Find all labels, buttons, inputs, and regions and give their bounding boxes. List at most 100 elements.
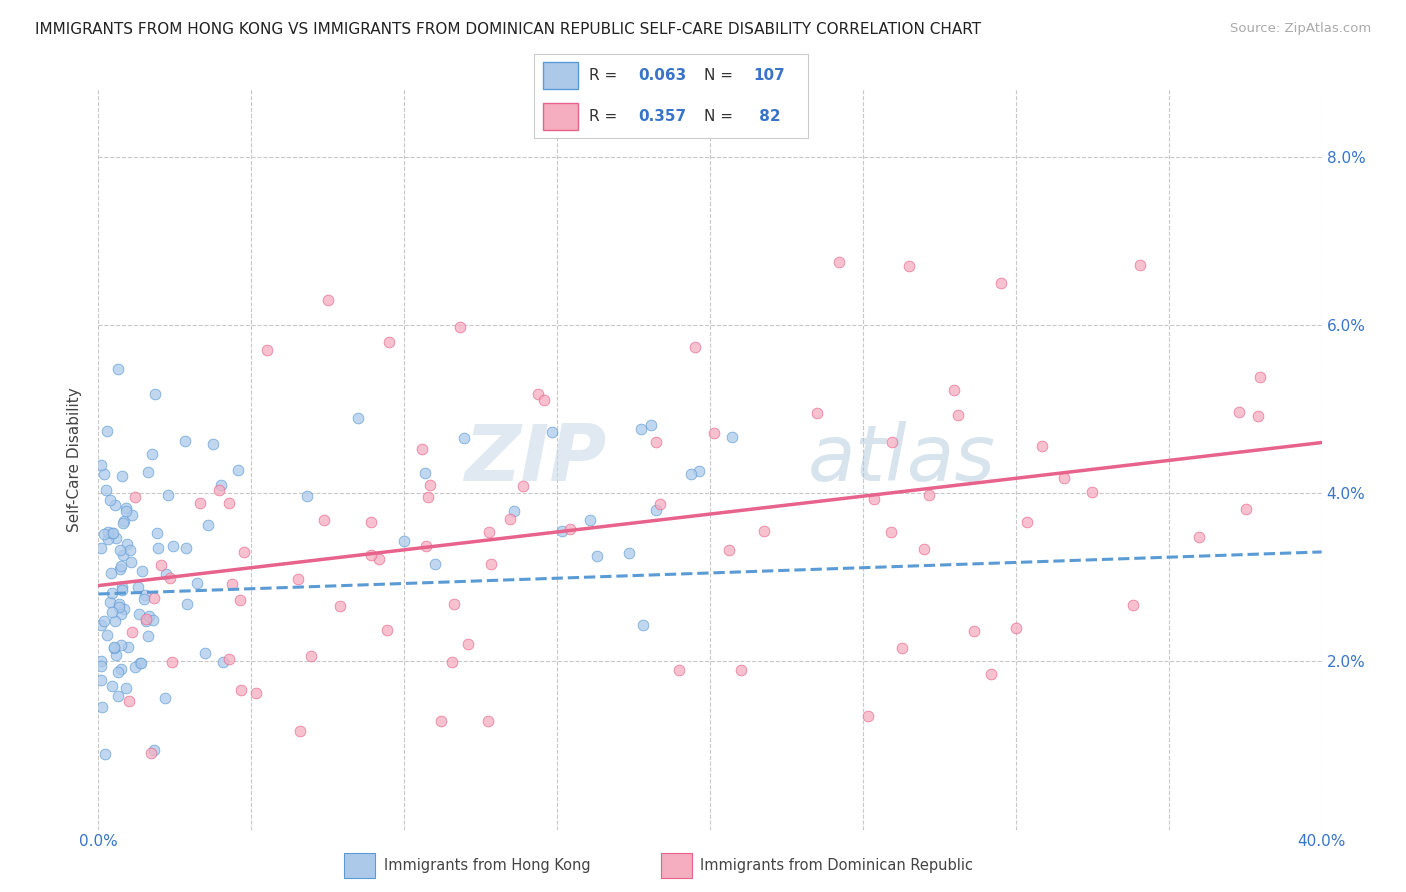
- Point: [423, 557, 446, 571]
- Point: [128, 607, 150, 622]
- Point: [97, 532, 120, 546]
- Point: [139, 746, 162, 760]
- Point: [1227, 405, 1250, 419]
- Point: [176, 597, 198, 611]
- Point: [90, 653, 112, 667]
- Point: [256, 343, 278, 357]
- Point: [1247, 409, 1270, 423]
- Point: [551, 524, 574, 539]
- Point: [943, 383, 966, 397]
- Point: [91, 700, 114, 714]
- Point: [90, 617, 112, 632]
- Text: N =: N =: [704, 109, 738, 124]
- Point: [141, 446, 163, 460]
- Point: [946, 409, 969, 423]
- Point: [440, 655, 463, 669]
- Point: [1129, 258, 1152, 272]
- Point: [477, 714, 499, 728]
- Point: [392, 533, 415, 548]
- Text: ZIP: ZIP: [464, 421, 606, 498]
- Point: [115, 537, 138, 551]
- Point: [585, 549, 607, 563]
- Point: [111, 516, 134, 530]
- Point: [828, 255, 851, 269]
- Point: [228, 462, 250, 476]
- Point: [90, 541, 112, 555]
- Point: [578, 513, 600, 527]
- Point: [688, 464, 710, 478]
- Point: [134, 588, 156, 602]
- Point: [129, 656, 152, 670]
- Point: [503, 503, 526, 517]
- Point: [218, 652, 240, 666]
- Point: [98, 493, 121, 508]
- Point: [121, 508, 143, 522]
- Point: [1053, 471, 1076, 485]
- Point: [752, 524, 775, 538]
- Point: [93, 614, 115, 628]
- Point: [360, 516, 382, 530]
- FancyBboxPatch shape: [543, 103, 578, 130]
- Point: [124, 660, 146, 674]
- Point: [360, 548, 382, 562]
- Text: atlas: atlas: [808, 421, 995, 498]
- Point: [142, 613, 165, 627]
- Point: [156, 488, 179, 502]
- Point: [111, 582, 134, 597]
- Point: [418, 491, 440, 505]
- Point: [146, 526, 169, 541]
- Point: [100, 566, 122, 580]
- Point: [110, 581, 132, 595]
- Point: [127, 580, 149, 594]
- Point: [96, 425, 118, 439]
- Point: [207, 483, 229, 497]
- Point: [299, 648, 322, 663]
- Point: [114, 681, 136, 695]
- Point: [132, 592, 155, 607]
- Text: Immigrants from Hong Kong: Immigrants from Hong Kong: [384, 858, 591, 872]
- Point: [650, 497, 672, 511]
- Point: [209, 478, 232, 492]
- Point: [533, 392, 555, 407]
- Point: [90, 673, 112, 688]
- Text: R =: R =: [589, 109, 623, 124]
- Point: [862, 491, 884, 506]
- Point: [645, 503, 668, 517]
- Point: [90, 659, 112, 673]
- Text: R =: R =: [589, 68, 623, 83]
- Point: [176, 541, 198, 555]
- Point: [668, 663, 690, 677]
- Point: [1234, 501, 1257, 516]
- Point: [101, 525, 124, 540]
- Point: [110, 543, 132, 558]
- Point: [104, 648, 127, 663]
- Point: [703, 426, 725, 441]
- Point: [314, 513, 336, 527]
- Point: [1249, 369, 1271, 384]
- Point: [856, 709, 879, 723]
- Point: [415, 539, 437, 553]
- Text: N =: N =: [704, 68, 738, 83]
- Point: [162, 539, 184, 553]
- Point: [201, 436, 224, 450]
- Point: [1081, 484, 1104, 499]
- Point: [96, 628, 118, 642]
- Point: [681, 467, 703, 481]
- Point: [101, 605, 124, 619]
- Point: [118, 543, 141, 558]
- Point: [114, 500, 136, 515]
- Point: [124, 490, 146, 504]
- Point: [107, 665, 129, 680]
- Point: [287, 572, 309, 586]
- Point: [197, 517, 219, 532]
- Point: [118, 694, 141, 708]
- Text: Source: ZipAtlas.com: Source: ZipAtlas.com: [1230, 22, 1371, 36]
- Point: [155, 567, 177, 582]
- Text: 82: 82: [754, 109, 780, 124]
- Point: [112, 549, 135, 563]
- Point: [221, 576, 243, 591]
- Point: [121, 625, 143, 640]
- Point: [138, 609, 160, 624]
- Point: [980, 666, 1002, 681]
- Point: [631, 617, 654, 632]
